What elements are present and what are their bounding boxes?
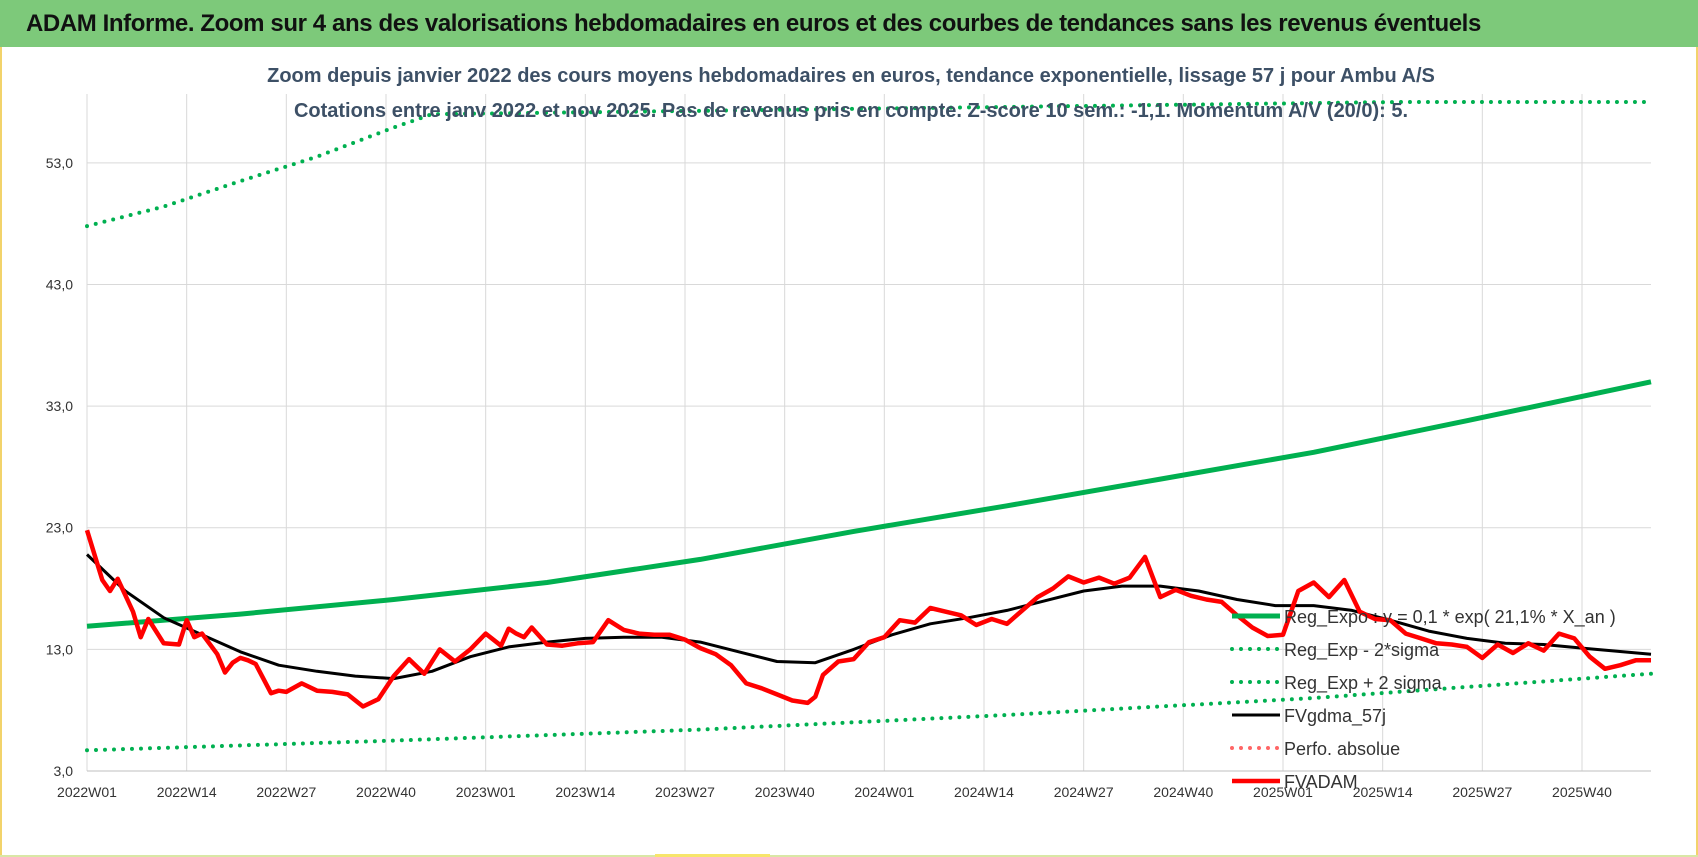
x-tick-label: 2025W27 <box>1452 784 1512 800</box>
x-tick-label: 2023W01 <box>456 784 516 800</box>
chart-title: Zoom depuis janvier 2022 des cours moyen… <box>267 65 1435 87</box>
x-tick-label: 2022W27 <box>256 784 316 800</box>
y-tick-label: 43,0 <box>46 276 73 292</box>
x-tick-label: 2022W14 <box>157 784 217 800</box>
x-tick-label: 2025W14 <box>1353 784 1413 800</box>
y-tick-label: 13,0 <box>46 641 73 657</box>
frame-left-border <box>0 47 2 857</box>
legend-label-1: Reg_Exp - 2*sigma <box>1284 640 1440 661</box>
series-line-0 <box>86 379 1652 629</box>
x-tick-label: 2023W40 <box>755 784 815 800</box>
x-tick-label: 2025W40 <box>1552 784 1612 800</box>
report-title: ADAM Informe. Zoom sur 4 ans des valoris… <box>26 9 1481 37</box>
x-tick-label: 2022W40 <box>356 784 416 800</box>
chart-grid <box>86 94 1651 772</box>
x-tick-label: 2024W01 <box>854 784 914 800</box>
x-tick-label: 2024W40 <box>1153 784 1213 800</box>
frame-bottom-mark <box>655 854 770 857</box>
legend-label-4: Perfo. absolue <box>1284 739 1400 759</box>
y-tick-label: 33,0 <box>46 398 73 414</box>
x-tick-label: 2023W27 <box>655 784 715 800</box>
x-tick-label: 2024W27 <box>1054 784 1114 800</box>
series-line-5 <box>84 529 1651 709</box>
legend-label-5: FVADAM <box>1284 772 1358 792</box>
series-line-2 <box>85 100 1653 229</box>
chart-legend: Reg_Expo : y = 0,1 * exp( 21,1% * X_an )… <box>1230 607 1616 792</box>
x-tick-label: 2025W01 <box>1253 784 1313 800</box>
legend-label-0: Reg_Expo : y = 0,1 * exp( 21,1% * X_an ) <box>1284 607 1616 628</box>
chart-series <box>84 100 1653 753</box>
frame-bottom-border <box>0 855 1698 857</box>
y-tick-label: 23,0 <box>46 520 73 536</box>
valuation-line-chart: 53,0 43,0 33,0 23,0 13,0 3,0 2022W01 2022W14 202… <box>46 65 1653 800</box>
y-tick-label: 3,0 <box>54 763 74 779</box>
x-tick-label: 2023W14 <box>555 784 615 800</box>
chart-subtitle: Cotations entre janv 2022 et nov 2025. P… <box>294 100 1408 122</box>
y-tick-label: 53,0 <box>46 155 73 171</box>
x-tick-label: 2022W01 <box>57 784 117 800</box>
chart-axes: 53,0 43,0 33,0 23,0 13,0 3,0 2022W01 2022W14 202… <box>46 155 1651 800</box>
legend-label-3: FVgdma_57j <box>1284 706 1386 727</box>
legend-label-2: Reg_Exp + 2 sigma <box>1284 673 1443 694</box>
report-banner: ADAM Informe. Zoom sur 4 ans des valoris… <box>0 0 1698 47</box>
x-tick-label: 2024W14 <box>954 784 1014 800</box>
frame-right-border <box>1696 47 1698 857</box>
